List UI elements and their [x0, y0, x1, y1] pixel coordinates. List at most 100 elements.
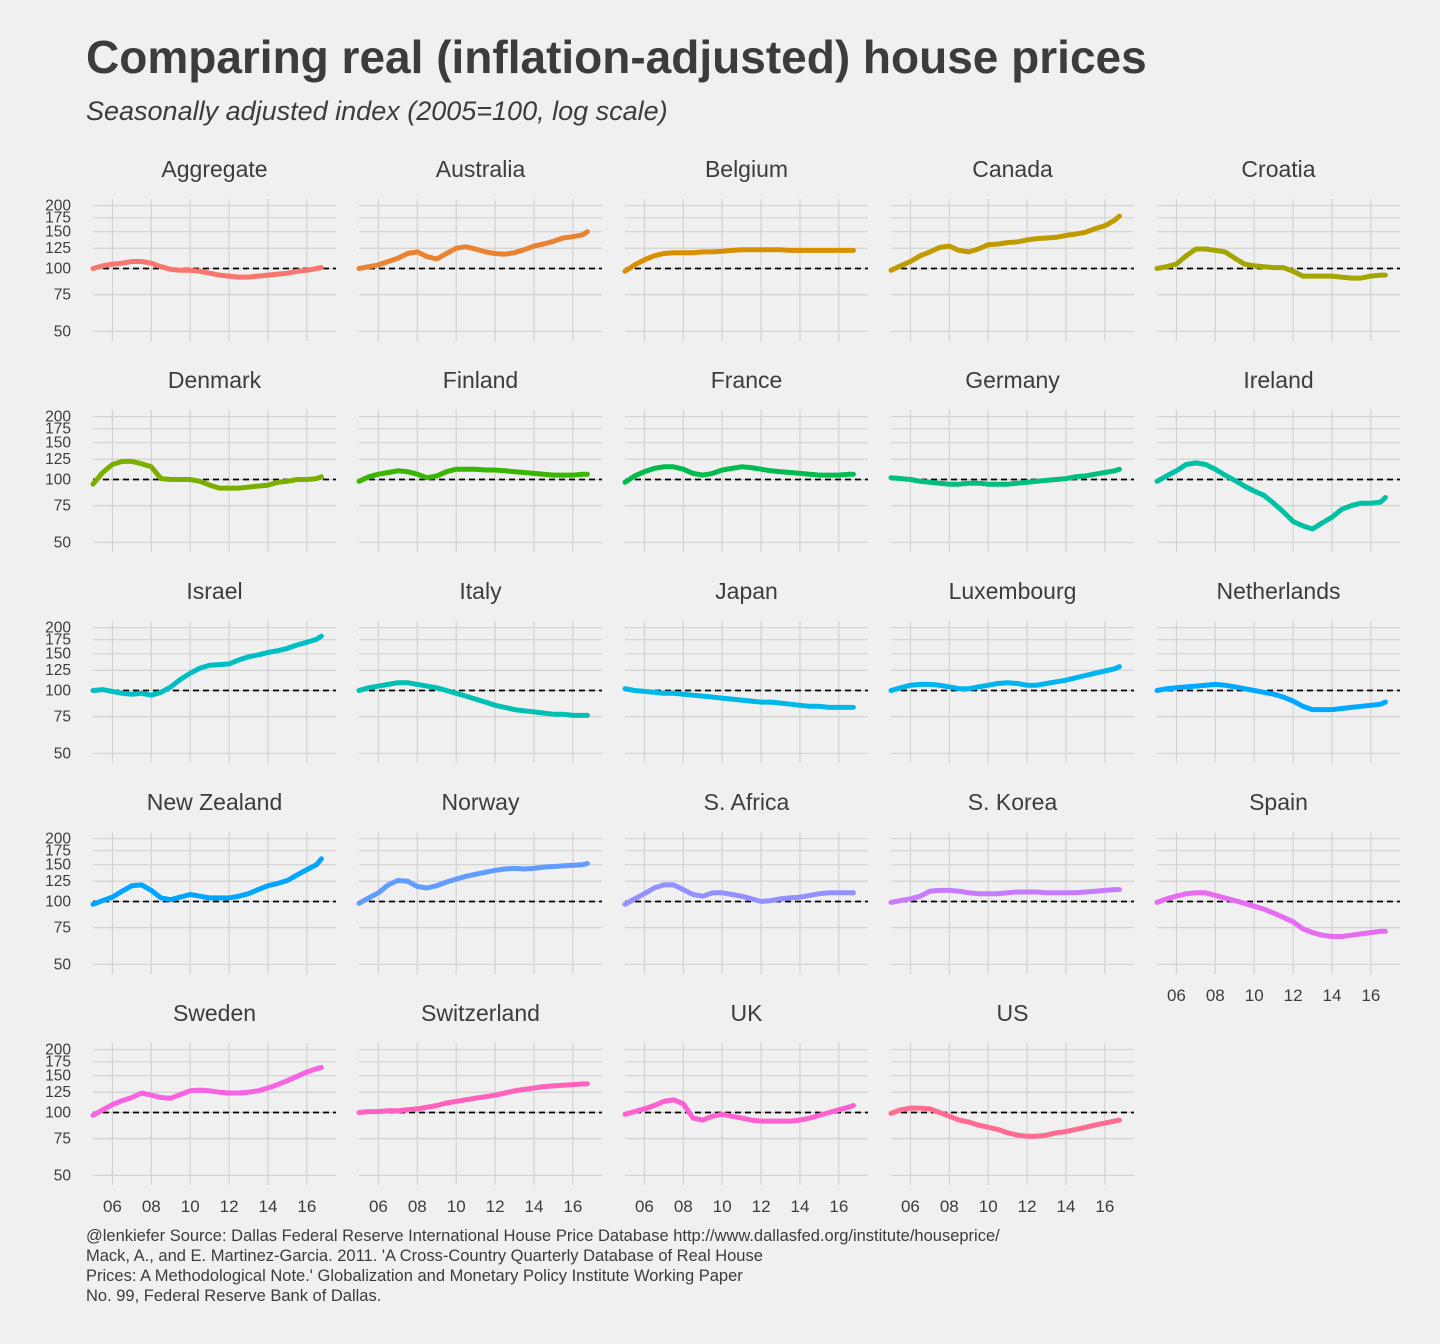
- x-tick-label: 10: [447, 1197, 466, 1216]
- chart-title: Comparing real (inflation-adjusted) hous…: [86, 31, 1147, 83]
- y-tick-label: 175: [45, 1054, 71, 1071]
- facet-panel: S. Africa: [622, 789, 868, 974]
- facet-panel: Spain 06 08 10 12 14 16: [1154, 789, 1400, 1005]
- caption-line: @lenkiefer Source: Dallas Federal Reserv…: [86, 1227, 1000, 1245]
- facet-title: Australia: [436, 156, 526, 182]
- y-tick-label: 200: [45, 831, 71, 848]
- caption-line: No. 99, Federal Reserve Bank of Dallas.: [86, 1287, 382, 1305]
- x-tick-label: 12: [220, 1197, 239, 1216]
- x-tick-label: 14: [1322, 986, 1341, 1005]
- y-tick-label: 125: [45, 873, 71, 890]
- y-tick-label: 75: [54, 287, 71, 304]
- facet-panel: UK 06 08 10 12 14 16: [622, 1000, 868, 1216]
- y-tick-label: 150: [45, 1068, 71, 1085]
- x-tick-label: 06: [1167, 986, 1186, 1005]
- x-tick-label: 14: [524, 1197, 543, 1216]
- x-tick-label: 06: [103, 1197, 122, 1216]
- series-line: [888, 466, 1122, 487]
- series-line: [90, 856, 324, 907]
- y-tick-label: 175: [45, 210, 71, 227]
- series-line: [888, 213, 1122, 273]
- facet-panel: Italy: [356, 578, 602, 763]
- y-tick-label: 50: [54, 745, 72, 762]
- facet-title: Luxembourg: [949, 578, 1077, 604]
- x-tick-label: 08: [408, 1197, 427, 1216]
- y-tick-label: 100: [45, 894, 71, 911]
- source-caption: @lenkiefer Source: Dallas Federal Reserv…: [86, 1226, 1000, 1306]
- x-tick-label: 16: [563, 1197, 582, 1216]
- y-tick-label: 100: [45, 1105, 71, 1122]
- x-tick-label: 08: [674, 1197, 693, 1216]
- facet-title: Ireland: [1243, 367, 1313, 393]
- y-tick-label: 200: [45, 409, 71, 426]
- y-tick-label: 200: [45, 1042, 71, 1059]
- series-line: [888, 664, 1122, 693]
- y-tick-label: 125: [45, 662, 71, 679]
- x-tick-label: 12: [486, 1197, 505, 1216]
- series-line: [356, 861, 590, 906]
- facet-title: Norway: [442, 789, 520, 815]
- facet-title: Finland: [443, 367, 518, 393]
- facet-title: Denmark: [168, 367, 262, 393]
- y-tick-label: 50: [54, 534, 72, 551]
- y-tick-label: 200: [45, 198, 71, 215]
- y-tick-label: 50: [54, 323, 72, 340]
- series-line: [356, 466, 590, 484]
- facet-panel: Netherlands: [1154, 578, 1400, 763]
- x-tick-label: 10: [1245, 986, 1264, 1005]
- y-tick-label: 100: [45, 683, 71, 700]
- series-line: [622, 882, 856, 907]
- facet-title: US: [997, 1000, 1029, 1026]
- x-tick-label: 12: [1018, 1197, 1037, 1216]
- series-line: [622, 686, 856, 710]
- y-tick-label: 100: [45, 261, 71, 278]
- facet-title: Canada: [972, 156, 1053, 182]
- y-tick-label: 75: [54, 920, 71, 937]
- facet-title: Croatia: [1241, 156, 1315, 182]
- facet-panel: Croatia: [1154, 156, 1400, 341]
- y-tick-label: 125: [45, 240, 71, 257]
- x-tick-label: 16: [1095, 1197, 1114, 1216]
- y-tick-label: 175: [45, 421, 71, 438]
- series-line: [1154, 890, 1388, 939]
- y-tick-label: 75: [54, 1131, 71, 1148]
- facet-panel: Canada: [888, 156, 1134, 341]
- y-tick-label: 175: [45, 843, 71, 860]
- facet-title: Italy: [459, 578, 502, 604]
- series-line: [356, 680, 590, 718]
- x-tick-label: 08: [940, 1197, 959, 1216]
- facet-title: Sweden: [173, 1000, 256, 1026]
- facet-title: Switzerland: [421, 1000, 540, 1026]
- x-tick-label: 16: [829, 1197, 848, 1216]
- facet-panel: Luxembourg: [888, 578, 1134, 763]
- facet-title: Japan: [715, 578, 778, 604]
- facet-title: Spain: [1249, 789, 1308, 815]
- y-tick-label: 100: [45, 472, 71, 489]
- x-tick-label: 10: [181, 1197, 200, 1216]
- x-tick-label: 14: [258, 1197, 277, 1216]
- x-tick-label: 12: [1284, 986, 1303, 1005]
- facet-title: Belgium: [705, 156, 788, 182]
- facet-title: Israel: [186, 578, 242, 604]
- facet-title: S. Africa: [704, 789, 790, 815]
- facet-panel: Finland: [356, 367, 602, 552]
- x-tick-label: 16: [297, 1197, 316, 1216]
- series-line: [90, 1065, 324, 1118]
- x-tick-label: 08: [1206, 986, 1225, 1005]
- series-line: [888, 1105, 1122, 1139]
- facet-panel: US 06 08 10 12 14 16: [888, 1000, 1134, 1216]
- x-tick-label: 16: [1361, 986, 1380, 1005]
- y-tick-label: 200: [45, 620, 71, 637]
- x-tick-label: 14: [790, 1197, 809, 1216]
- series-line: [622, 1097, 856, 1124]
- x-tick-label: 06: [901, 1197, 920, 1216]
- series-line: [356, 1081, 590, 1115]
- facet-title: S. Korea: [968, 789, 1058, 815]
- facet-panel: Germany: [888, 367, 1134, 552]
- series-line: [1154, 246, 1388, 281]
- y-tick-label: 125: [45, 1084, 71, 1101]
